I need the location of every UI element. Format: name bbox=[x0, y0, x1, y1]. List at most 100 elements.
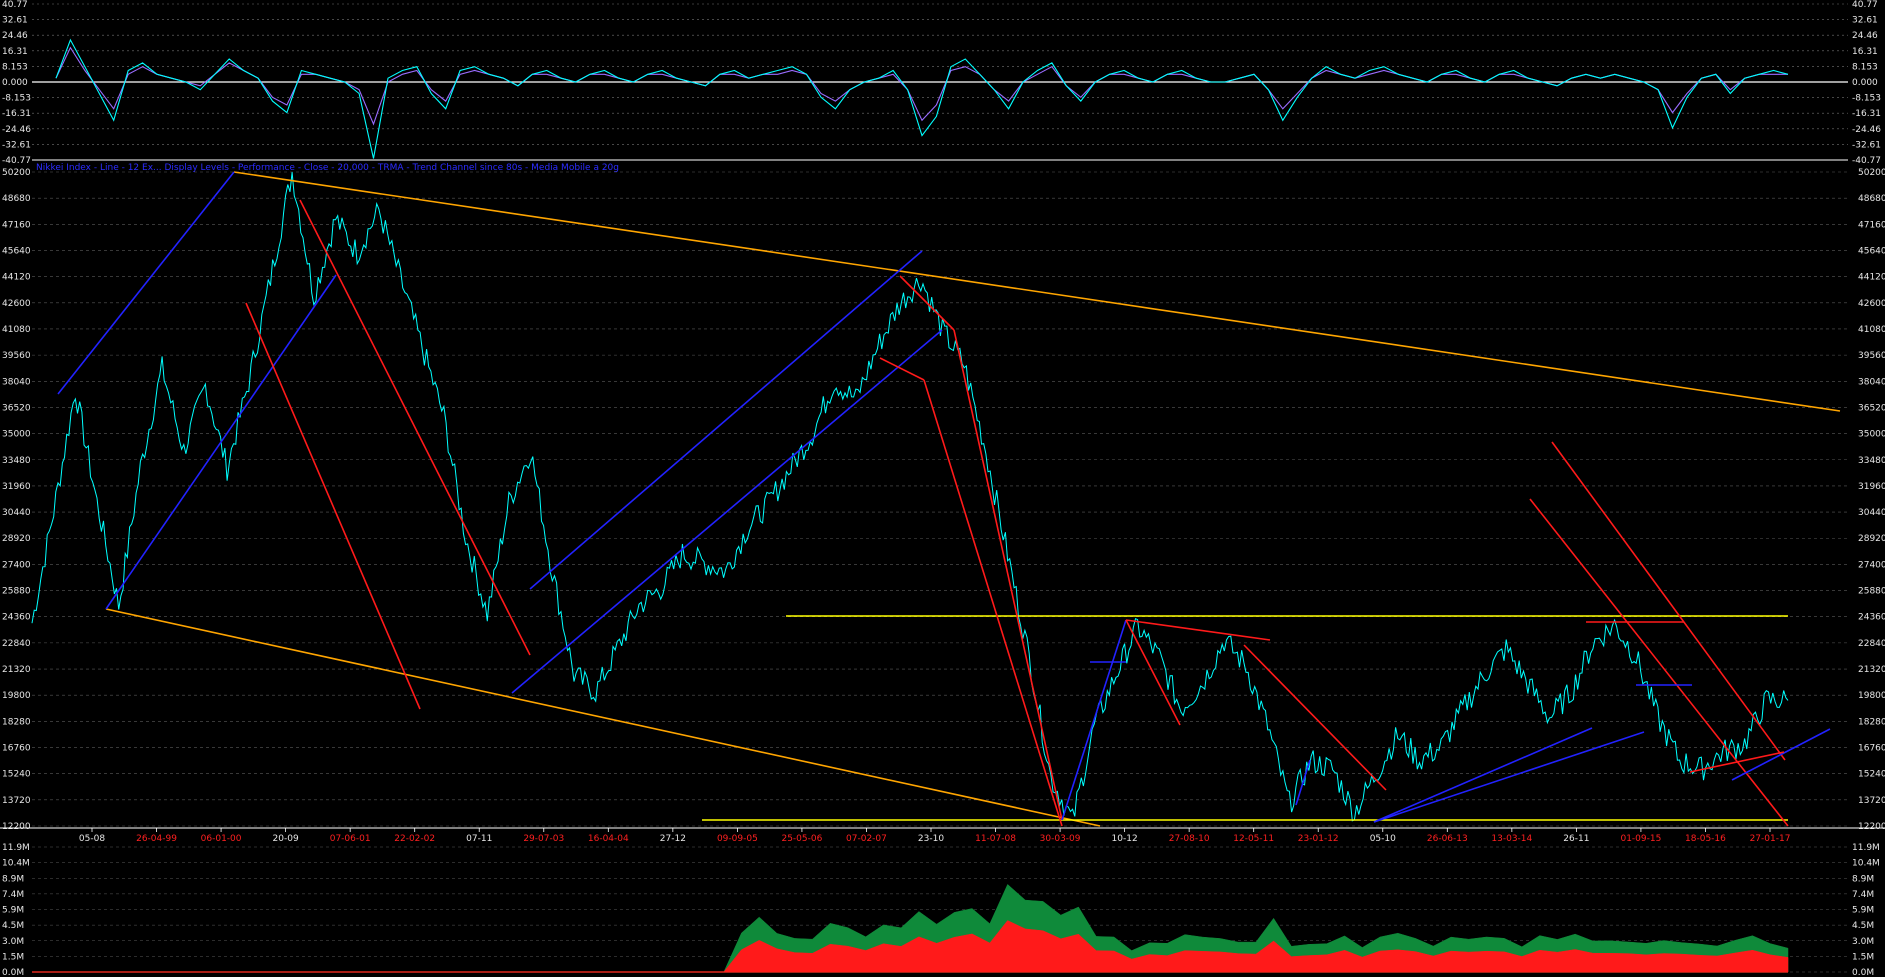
price-y-tick-right: 22840 bbox=[1858, 639, 1885, 649]
date-label: 27-08-10 bbox=[1169, 834, 1210, 844]
price-y-tick-right: 31960 bbox=[1858, 482, 1885, 492]
vol-y-tick-left: 11.9M bbox=[2, 843, 30, 853]
date-label: 26-04-99 bbox=[136, 834, 177, 844]
price-y-tick-left: 15240 bbox=[2, 770, 31, 780]
price-y-tick-left: 28920 bbox=[2, 534, 31, 544]
trendline-red bbox=[879, 357, 925, 381]
osc-y-tick-left: 40.77 bbox=[2, 0, 28, 10]
price-y-tick-left: 38040 bbox=[2, 377, 31, 387]
trendline-red bbox=[299, 199, 531, 656]
date-label: 26-06-13 bbox=[1427, 834, 1468, 844]
price-y-tick-left: 27400 bbox=[2, 560, 31, 570]
date-label: 27-01-17 bbox=[1750, 834, 1791, 844]
trendline-red bbox=[953, 329, 1063, 821]
trendline-red bbox=[1125, 619, 1181, 726]
price-y-tick-right: 48680 bbox=[1858, 194, 1885, 204]
osc-series-line bbox=[55, 38, 1789, 159]
date-label: 10-12 bbox=[1112, 834, 1138, 844]
vol-area bbox=[32, 920, 1789, 973]
osc-y-tick-right: 8.153 bbox=[1852, 62, 1878, 72]
price-y-tick-left: 39560 bbox=[2, 351, 31, 361]
osc-y-tick-right: 16.31 bbox=[1852, 47, 1878, 57]
date-label: 20-09 bbox=[273, 834, 299, 844]
price-y-tick-right: 25880 bbox=[1858, 587, 1885, 597]
trendline-blue bbox=[511, 329, 943, 694]
price-legend: Nikkei Index - Line - 12 Ex... Display L… bbox=[36, 163, 619, 173]
date-label: 01-09-15 bbox=[1620, 834, 1661, 844]
vol-y-tick-left: 3.0M bbox=[2, 937, 24, 947]
date-label: 06-01-00 bbox=[201, 834, 242, 844]
date-label: 18-05-16 bbox=[1685, 834, 1726, 844]
osc-y-tick-left: -8.153 bbox=[2, 94, 31, 104]
vol-y-tick-right: 5.9M bbox=[1852, 906, 1874, 916]
trendline-red bbox=[899, 275, 955, 331]
vol-y-tick-left: 1.5M bbox=[2, 952, 24, 962]
osc-y-tick-right: -8.153 bbox=[1852, 94, 1881, 104]
date-label: 12-05-11 bbox=[1233, 834, 1274, 844]
price-y-tick-left: 36520 bbox=[2, 403, 31, 413]
price-y-tick-left: 18280 bbox=[2, 717, 31, 727]
osc-y-tick-right: -24.46 bbox=[1852, 125, 1881, 135]
trendline-blue bbox=[1373, 731, 1645, 823]
osc-y-tick-left: -24.46 bbox=[2, 125, 31, 135]
osc-y-tick-left: 24.46 bbox=[2, 31, 28, 41]
date-label: 07-11 bbox=[466, 834, 492, 844]
price-y-tick-right: 21320 bbox=[1858, 665, 1885, 675]
osc-y-tick-left: -32.61 bbox=[2, 140, 31, 150]
trendline-blue bbox=[57, 171, 235, 395]
trendline-blue bbox=[1731, 728, 1831, 781]
trendline-red bbox=[1125, 619, 1271, 641]
vol-y-tick-left: 8.9M bbox=[2, 874, 24, 884]
price-y-tick-left: 13720 bbox=[2, 796, 31, 806]
trendline-red bbox=[1529, 498, 1789, 827]
osc-y-tick-right: -32.61 bbox=[1852, 140, 1881, 150]
trendline-orange-lower bbox=[105, 608, 1101, 827]
price-y-tick-left: 22840 bbox=[2, 639, 31, 649]
price-y-tick-left: 16760 bbox=[2, 744, 31, 754]
trendline-blue bbox=[1295, 759, 1311, 806]
price-y-tick-right: 30440 bbox=[1858, 508, 1885, 518]
volume-panel: 11.9M 11.9M 10.4M 10.4M 8.9M 8.9M 7.4M 7.4M 5.9M… bbox=[2, 843, 1880, 977]
date-label: 22-02-02 bbox=[394, 834, 435, 844]
price-y-tick-left: 31960 bbox=[2, 482, 31, 492]
price-y-tick-right: 44120 bbox=[1858, 273, 1885, 283]
price-y-tick-right: 24360 bbox=[1858, 613, 1885, 623]
osc-y-tick-left: 0.000 bbox=[2, 78, 28, 88]
date-label: 07-06-01 bbox=[330, 834, 371, 844]
vol-y-tick-right: 0.0M bbox=[1852, 968, 1874, 977]
price-y-tick-left: 19800 bbox=[2, 691, 31, 701]
vol-y-tick-left: 5.9M bbox=[2, 906, 24, 916]
osc-y-tick-right: 32.61 bbox=[1852, 16, 1878, 26]
price-y-tick-right: 13720 bbox=[1858, 796, 1885, 806]
price-y-tick-right: 39560 bbox=[1858, 351, 1885, 361]
osc-y-tick-left: 8.153 bbox=[2, 62, 28, 72]
price-y-tick-left: 45640 bbox=[2, 246, 31, 256]
price-y-tick-right: 15240 bbox=[1858, 770, 1885, 780]
price-y-tick-right: 47160 bbox=[1858, 220, 1885, 230]
price-y-tick-right: 27400 bbox=[1858, 560, 1885, 570]
vol-y-tick-right: 4.5M bbox=[1852, 921, 1874, 931]
price-y-tick-right: 12200 bbox=[1858, 822, 1885, 832]
trendline-red bbox=[1551, 441, 1786, 761]
vol-y-tick-right: 11.9M bbox=[1852, 843, 1880, 853]
trendline-orange-upper bbox=[233, 171, 1841, 412]
trendline-red bbox=[923, 379, 1063, 827]
price-y-tick-right: 28920 bbox=[1858, 534, 1885, 544]
price-y-tick-left: 41080 bbox=[2, 325, 31, 335]
price-y-tick-right: 16760 bbox=[1858, 744, 1885, 754]
date-label: 05-10 bbox=[1370, 834, 1396, 844]
osc-y-tick-right: -40.77 bbox=[1852, 156, 1881, 166]
date-label: 13-03-14 bbox=[1491, 834, 1532, 844]
price-panel: 50200 50200 48680 48680 47160 47160 45640 45640… bbox=[0, 168, 1885, 844]
price-y-tick-right: 19800 bbox=[1858, 691, 1885, 701]
vol-y-tick-right: 3.0M bbox=[1852, 937, 1874, 947]
price-y-tick-right: 45640 bbox=[1858, 246, 1885, 256]
date-label: 30-03-09 bbox=[1040, 834, 1081, 844]
osc-y-tick-right: 24.46 bbox=[1852, 31, 1878, 41]
osc-y-tick-left: -16.31 bbox=[2, 109, 31, 119]
date-label: 27-12 bbox=[660, 834, 686, 844]
price-y-tick-left: 48680 bbox=[2, 194, 31, 204]
trendline-blue bbox=[1373, 727, 1593, 823]
